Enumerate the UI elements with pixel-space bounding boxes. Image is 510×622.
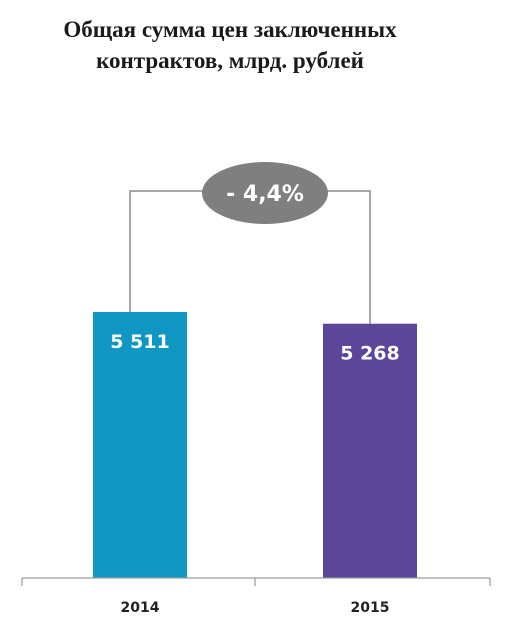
x-tick-label-2015: 2015 [351, 600, 390, 616]
data-label-2014: 5 511 [110, 331, 170, 353]
bar-2015 [323, 323, 417, 578]
bar-2014 [93, 312, 187, 578]
change-label: - 4,4% [226, 182, 304, 207]
chart-title: Общая сумма цен заключенных контрактов, … [63, 17, 397, 73]
data-label-2015: 5 268 [340, 343, 400, 365]
change-badge [202, 162, 328, 224]
x-tick-label-2014: 2014 [121, 600, 160, 616]
